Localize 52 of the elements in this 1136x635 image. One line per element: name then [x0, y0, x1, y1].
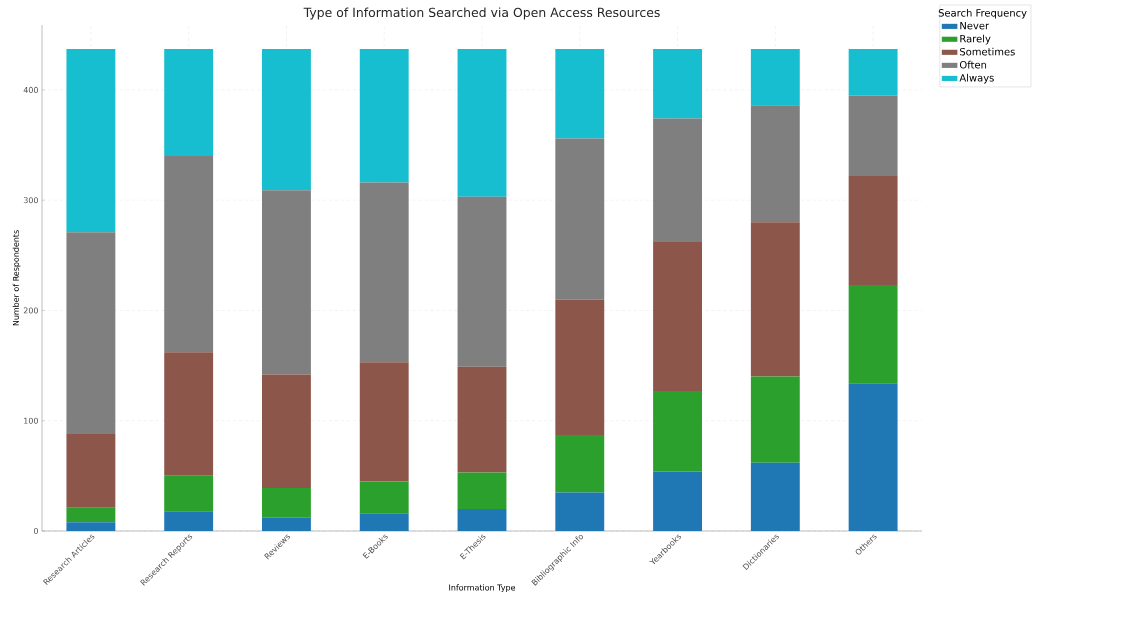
bar — [750, 222, 800, 377]
bar — [262, 190, 311, 375]
bar — [457, 196, 507, 367]
bar — [457, 366, 507, 473]
bar — [262, 517, 311, 531]
bar — [164, 49, 214, 157]
bar — [750, 462, 800, 531]
bar — [359, 362, 409, 482]
bar — [66, 522, 116, 531]
bar — [750, 105, 800, 223]
bar — [359, 481, 409, 514]
legend-label: Never — [960, 21, 990, 30]
bar — [555, 138, 605, 300]
bar — [359, 182, 409, 363]
bar — [457, 472, 507, 509]
chart-title: Type of Information Searched via Open Access Resources — [303, 7, 660, 20]
bar — [848, 383, 898, 531]
bar — [750, 49, 800, 106]
bar — [66, 507, 116, 523]
bar — [66, 232, 116, 434]
bar — [848, 49, 898, 96]
bar — [848, 285, 898, 384]
bar — [653, 242, 702, 391]
bar — [359, 513, 409, 531]
bar — [164, 475, 214, 512]
bar — [262, 49, 311, 191]
bar — [262, 487, 311, 518]
bar — [653, 390, 702, 472]
bar — [555, 492, 605, 531]
legend-label: Rarely — [960, 34, 991, 45]
legend-label: Sometimes — [960, 47, 1015, 56]
bar — [653, 471, 702, 531]
bar — [555, 299, 605, 436]
bar — [164, 352, 214, 476]
bar — [66, 49, 116, 233]
bar — [359, 49, 409, 183]
legend-label: Often — [959, 60, 987, 69]
bar — [555, 435, 605, 493]
bar — [164, 156, 214, 353]
bar — [555, 49, 605, 139]
bar — [164, 511, 214, 531]
bar — [457, 49, 507, 197]
legend-title: Search Frequency — [938, 8, 1027, 19]
bar — [848, 175, 898, 286]
bar — [262, 374, 311, 488]
legend-label: Always — [959, 73, 994, 84]
bar — [653, 49, 702, 119]
bar — [66, 433, 116, 508]
bar — [653, 118, 702, 243]
bar — [848, 95, 898, 176]
bar — [457, 508, 507, 531]
bar — [750, 376, 800, 463]
